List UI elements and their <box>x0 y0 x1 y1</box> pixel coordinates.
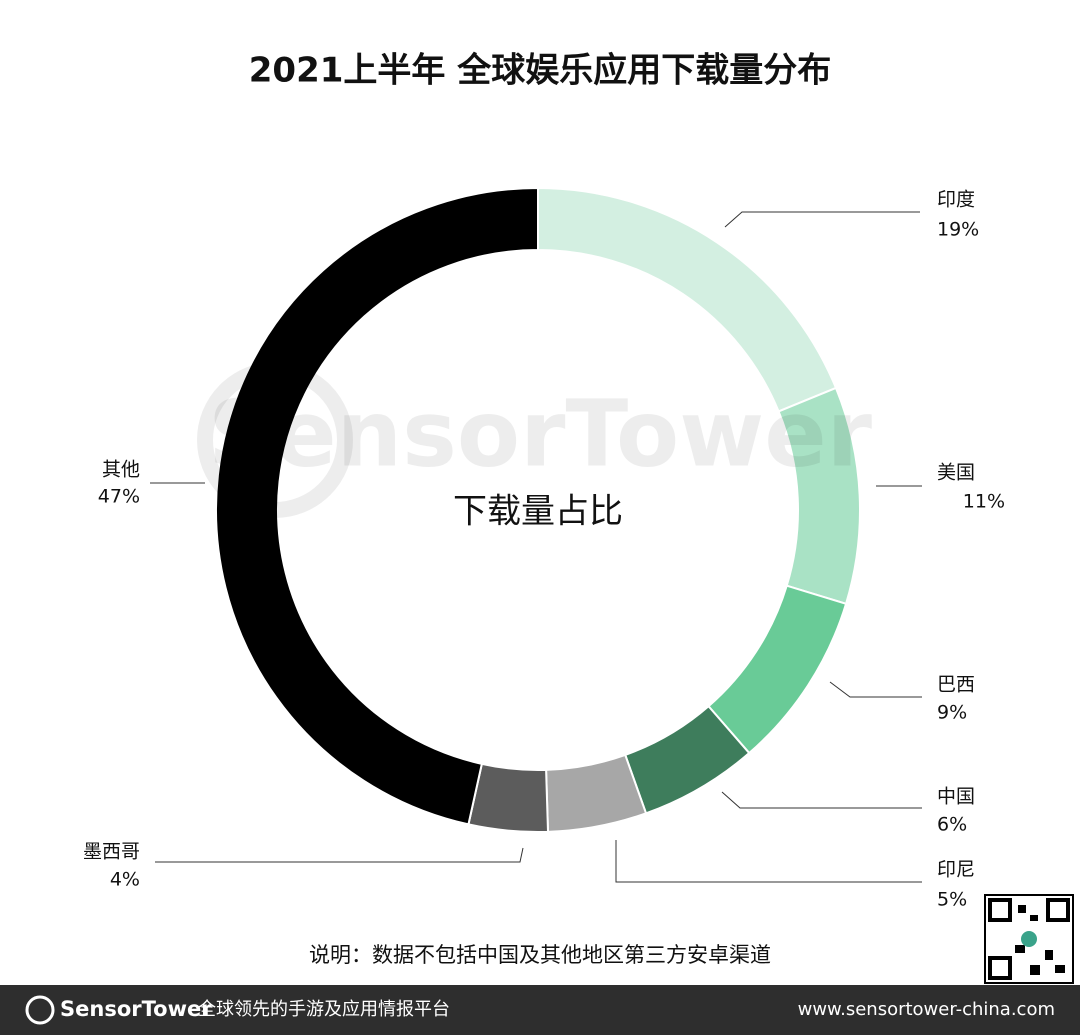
leader-line <box>829 681 922 698</box>
leader-line <box>724 211 920 228</box>
category-label: 印尼 <box>937 859 975 881</box>
leader-line <box>615 840 922 883</box>
category-label: 中国 <box>937 786 975 808</box>
value-label: 6% <box>937 814 967 836</box>
value-label: 47% <box>98 486 140 508</box>
qr-code <box>984 894 1074 984</box>
leader-line <box>721 791 922 809</box>
value-label: 11% <box>963 491 1005 513</box>
category-label: 其他 <box>102 459 140 481</box>
category-label: 巴西 <box>937 674 975 696</box>
value-label: 4% <box>110 869 140 891</box>
footer-logo <box>25 995 55 1025</box>
watermark: SensorTower <box>208 380 873 487</box>
leader-line <box>155 847 524 863</box>
watermark-logo <box>197 362 353 518</box>
footer-brand: SensorTower <box>60 997 212 1021</box>
value-label: 19% <box>937 219 979 241</box>
value-label: 5% <box>937 889 967 911</box>
center-label: 下载量占比 <box>453 492 623 532</box>
donut-segment <box>215 186 539 826</box>
note: 说明：数据不包括中国及其他地区第三方安卓渠道 <box>309 943 771 967</box>
category-label: 墨西哥 <box>83 841 140 863</box>
footer-slogan: 全球领先的手游及应用情报平台 <box>198 999 450 1020</box>
footer-bar <box>0 985 1080 1035</box>
footer-url: www.sensortower-china.com <box>798 999 1055 1020</box>
donut <box>215 186 861 833</box>
chart-title: 2021上半年 全球娱乐应用下载量分布 <box>249 51 831 91</box>
value-label: 9% <box>937 702 967 724</box>
category-label: 美国 <box>937 462 975 484</box>
category-label: 印度 <box>937 189 975 211</box>
